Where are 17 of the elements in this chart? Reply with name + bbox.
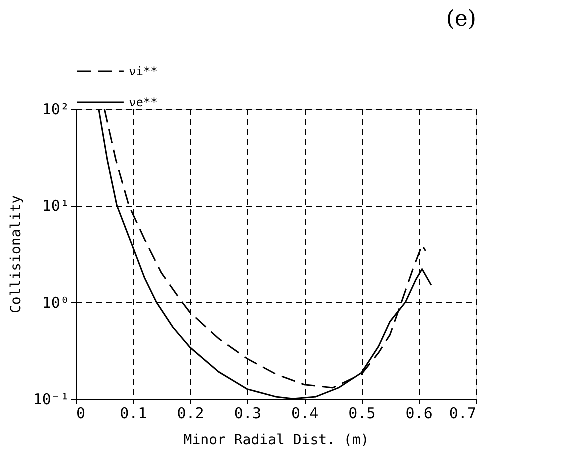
legend-label: νi** — [129, 64, 158, 78]
x-tick-label: 0.2 — [177, 404, 204, 422]
y-tick-label: 10⁰ — [42, 294, 70, 312]
y-tick-label: 10¹ — [42, 197, 70, 216]
y-tick-label: 10² — [42, 100, 70, 118]
chart-title: (e) — [446, 7, 476, 32]
x-tick-label: 0.6 — [406, 404, 433, 422]
x-axis-title: Minor Radial Dist. (m) — [184, 432, 370, 448]
x-tick-label: 0.1 — [120, 404, 148, 422]
legend-label: νe** — [129, 96, 158, 110]
x-tick-label: 0.5 — [348, 404, 376, 422]
y-axis-title: Collisionality — [8, 195, 24, 314]
x-tick-label: 0.7 — [449, 404, 476, 422]
x-tick-label: 0.4 — [292, 404, 319, 422]
y-tick-label: 10⁻¹ — [33, 390, 70, 408]
x-tick-label: 0 — [76, 404, 86, 422]
x-tick-label: 0.3 — [234, 404, 262, 422]
